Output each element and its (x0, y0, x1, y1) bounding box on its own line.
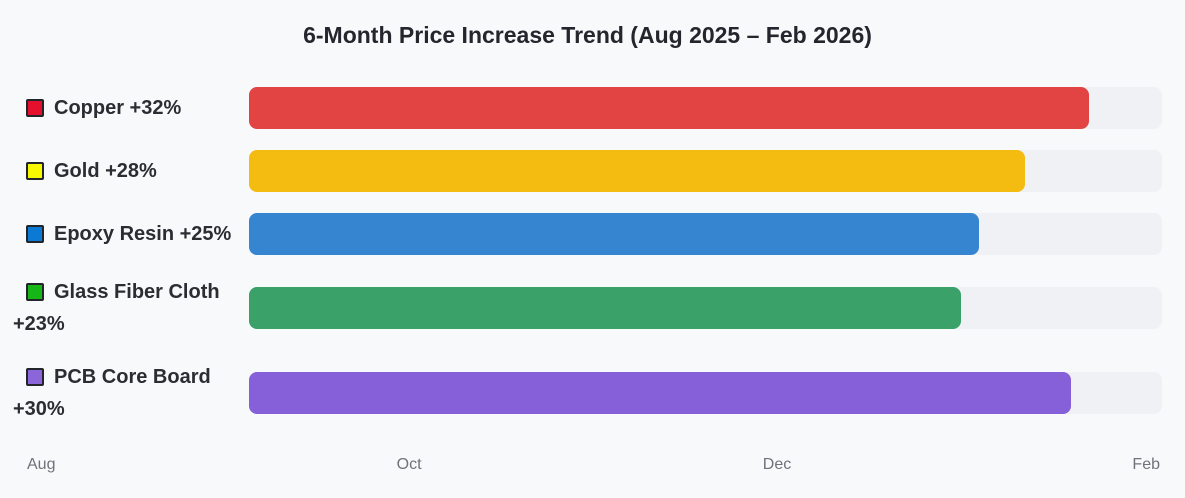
bar-fill (249, 213, 980, 255)
bar-fill (249, 150, 1026, 192)
bar-track (249, 372, 1162, 414)
chart-row-copper: Copper +32% (13, 87, 1162, 129)
legend-item-copper: Copper +32% (13, 92, 249, 124)
legend-label: Copper +32% (54, 97, 182, 119)
chart-row-gold: Gold +28% (13, 150, 1162, 192)
x-axis-tick-oct: Oct (396, 456, 422, 473)
bar-track (249, 213, 1162, 255)
legend-item-glass-fiber-cloth: Glass Fiber Cloth +23% (13, 276, 249, 340)
legend-label: PCB Core Board +30% (13, 366, 211, 420)
legend-item-epoxy-resin: Epoxy Resin +25% (13, 218, 249, 250)
chart-row-epoxy-resin: Epoxy Resin +25% (13, 213, 1162, 255)
x-axis-tick-dec: Dec (762, 456, 792, 473)
legend-item-pcb-core-board: PCB Core Board +30% (13, 361, 249, 425)
legend-swatch-gold (26, 162, 44, 180)
bar-track (249, 87, 1162, 129)
bar-fill (249, 87, 1089, 129)
x-axis-tick-aug: Aug (27, 456, 56, 473)
legend-label: Glass Fiber Cloth +23% (13, 281, 220, 335)
chart-title: 6-Month Price Increase Trend (Aug 2025 –… (303, 22, 872, 48)
legend-item-gold: Gold +28% (13, 155, 249, 187)
bar-track (249, 150, 1162, 192)
legend-swatch-glass-fiber-cloth (26, 283, 44, 301)
chart-rows: Copper +32% Gold +28% Epoxy Resin +25% G… (13, 87, 1162, 425)
chart-row-pcb-core-board: PCB Core Board +30% (13, 361, 1162, 425)
bar-track (249, 287, 1162, 329)
legend-label: Epoxy Resin +25% (54, 223, 232, 245)
x-axis: Aug Oct Dec Feb (27, 456, 1160, 474)
x-axis-tick-feb: Feb (1132, 456, 1160, 473)
legend-label: Gold +28% (54, 160, 157, 182)
bar-fill (249, 372, 1071, 414)
legend-swatch-pcb-core-board (26, 368, 44, 386)
bar-fill (249, 287, 962, 329)
legend-swatch-epoxy-resin (26, 225, 44, 243)
chart-row-glass-fiber-cloth: Glass Fiber Cloth +23% (13, 276, 1162, 340)
legend-swatch-copper (26, 99, 44, 117)
